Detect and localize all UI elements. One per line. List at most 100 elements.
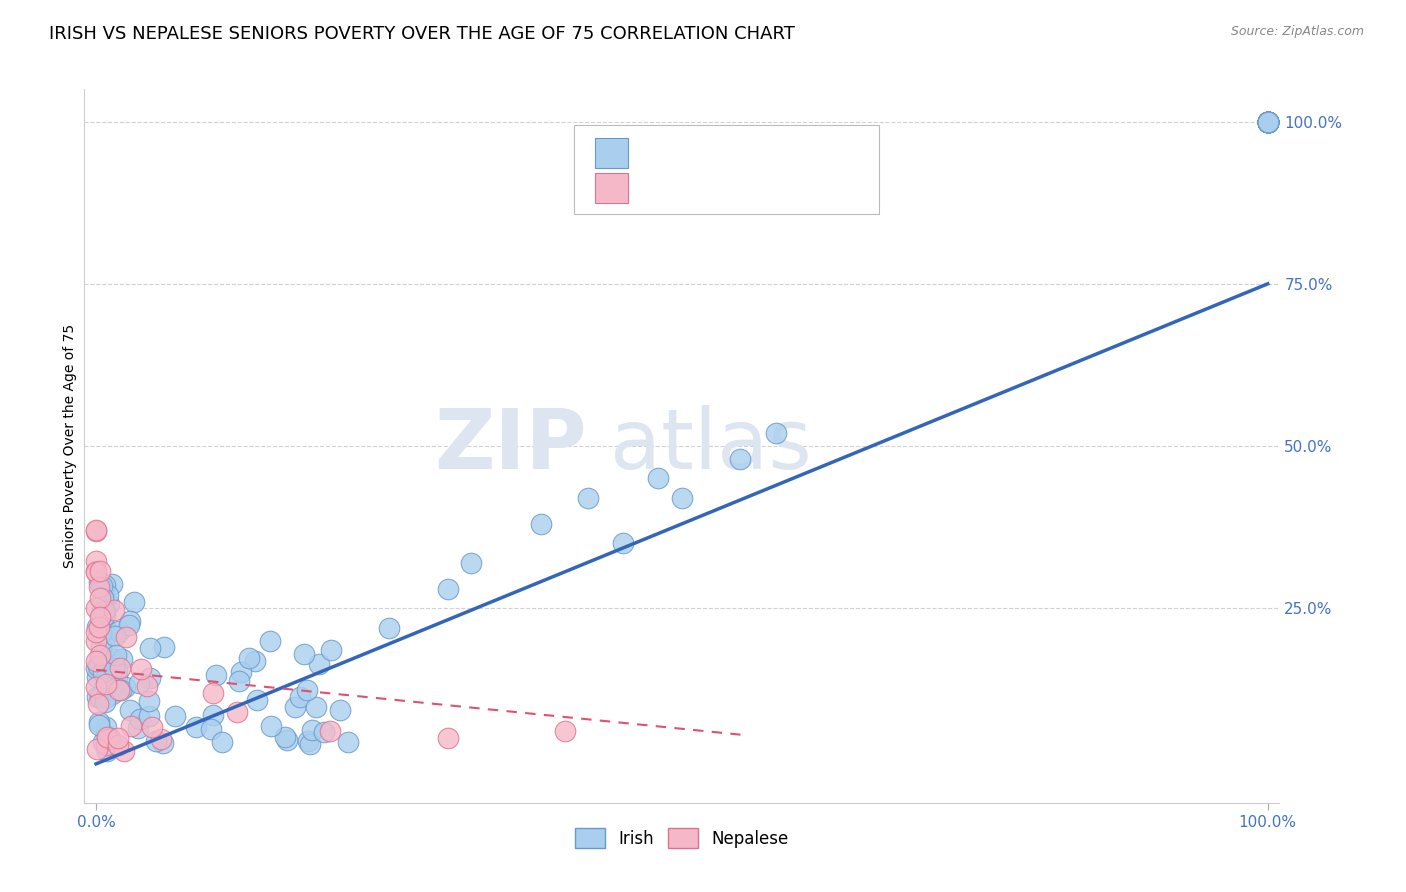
Point <box>284 699 307 714</box>
Point <box>97 731 120 746</box>
Point <box>1257 114 1279 128</box>
Point <box>94 691 117 706</box>
Point <box>108 624 131 639</box>
Point <box>319 724 342 739</box>
Point <box>93 604 115 618</box>
Point <box>94 608 117 623</box>
Point <box>89 652 111 666</box>
Bar <box>595 173 628 202</box>
Point <box>104 683 127 698</box>
Point <box>96 730 118 744</box>
Point <box>1257 114 1279 128</box>
Point <box>305 700 328 714</box>
Point <box>94 728 117 742</box>
Point <box>91 591 114 605</box>
Point <box>107 738 129 752</box>
Point <box>103 652 125 666</box>
Point <box>141 720 163 734</box>
Point <box>91 604 114 618</box>
Point <box>108 682 131 697</box>
Point <box>86 625 108 640</box>
Point <box>108 661 131 675</box>
Point <box>90 640 112 654</box>
Point <box>259 634 281 648</box>
Point <box>84 633 107 648</box>
Point <box>112 744 135 758</box>
Point <box>104 628 127 642</box>
Point <box>312 725 335 739</box>
Point <box>612 536 634 550</box>
Point <box>94 622 117 636</box>
Text: R =  0.660   N = 126: R = 0.660 N = 126 <box>640 145 827 162</box>
Point <box>1257 114 1279 128</box>
Point <box>127 721 149 735</box>
Point <box>1257 114 1279 128</box>
Point <box>128 676 150 690</box>
Point <box>229 665 252 679</box>
Point <box>200 722 222 736</box>
Point <box>378 621 401 635</box>
Point <box>301 723 323 738</box>
Point <box>298 737 321 751</box>
Point <box>165 709 187 723</box>
Bar <box>595 138 628 169</box>
Point <box>730 452 752 467</box>
Point <box>1257 114 1279 128</box>
Point <box>129 712 152 726</box>
Point <box>84 680 107 694</box>
Point <box>96 663 118 677</box>
Point <box>94 738 117 752</box>
Point <box>150 732 173 747</box>
Point <box>1257 114 1279 128</box>
Point <box>93 632 115 647</box>
Point <box>103 660 125 674</box>
Point <box>238 651 260 665</box>
Point <box>138 671 160 685</box>
Point <box>225 705 247 719</box>
Point <box>436 582 458 596</box>
Point <box>96 744 118 758</box>
Point <box>1257 114 1279 128</box>
Text: Source: ZipAtlas.com: Source: ZipAtlas.com <box>1230 25 1364 38</box>
Y-axis label: Seniors Poverty Over the Age of 75: Seniors Poverty Over the Age of 75 <box>63 324 77 568</box>
Point <box>1257 114 1279 128</box>
Point <box>228 674 250 689</box>
Point <box>122 595 145 609</box>
Point <box>93 604 115 618</box>
Point <box>202 708 225 723</box>
Point <box>96 720 118 734</box>
Point <box>1257 114 1279 128</box>
Point <box>105 669 128 683</box>
Point <box>103 603 125 617</box>
Point <box>1257 114 1279 128</box>
Text: R = -0.209   N =  39: R = -0.209 N = 39 <box>640 178 823 196</box>
Point <box>765 425 787 440</box>
Point <box>1257 114 1279 128</box>
Point <box>308 657 330 672</box>
Point <box>89 574 111 589</box>
Point <box>89 580 111 594</box>
Point <box>1257 114 1279 128</box>
Point <box>87 620 110 634</box>
Point <box>105 663 128 677</box>
Point <box>111 652 134 666</box>
Point <box>460 556 482 570</box>
Point <box>118 618 141 632</box>
Point <box>274 730 297 744</box>
Point <box>129 662 152 676</box>
Point <box>96 676 118 690</box>
Point <box>152 736 174 750</box>
Point <box>145 734 167 748</box>
Point <box>138 694 160 708</box>
Point <box>1257 114 1279 128</box>
Point <box>1257 114 1279 128</box>
Point <box>89 564 111 578</box>
Point <box>84 554 107 568</box>
Point <box>86 661 108 675</box>
Point <box>118 614 141 628</box>
Point <box>184 720 207 734</box>
Point <box>1257 114 1279 128</box>
Point <box>87 698 110 712</box>
Point <box>84 600 107 615</box>
Point <box>1257 114 1279 128</box>
